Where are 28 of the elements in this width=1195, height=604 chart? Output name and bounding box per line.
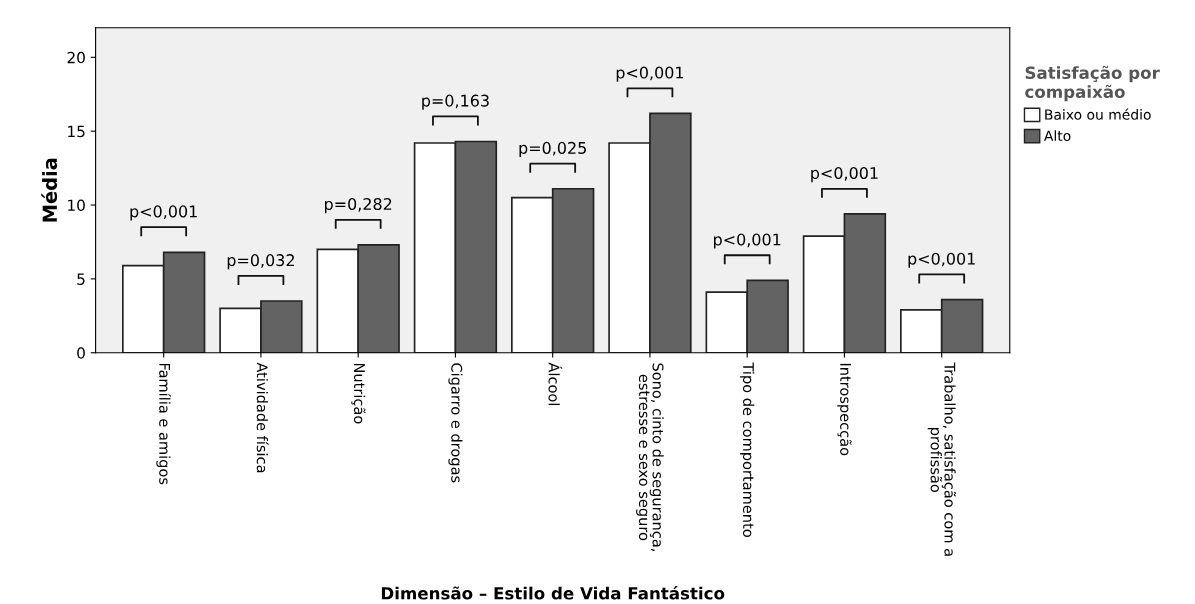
x-tick-label: Atividade física (256, 362, 269, 473)
x-tick-label: Tipo de comportamento (740, 362, 755, 537)
x-tick-label: Álcool (548, 362, 563, 406)
annotation: p=0,282 (325, 197, 392, 214)
legend-title: Satisfação por compaixão (1025, 65, 1160, 102)
x-tick-label: Trabalho, satisfação com a profissão (927, 362, 956, 556)
annotation: p=0,163 (422, 94, 489, 110)
y-tick-label: 5 (77, 273, 85, 285)
annotation: p<0,001 (616, 66, 684, 82)
y-tick-label: 10 (68, 199, 85, 212)
x-tick-label: Família e amigos (156, 363, 172, 485)
x-tick-label: Cigarro e drogas (448, 363, 463, 483)
annotation: p<0,001 (130, 205, 197, 221)
annotation: p<0,001 (714, 233, 781, 249)
annotation: p<0,001 (908, 252, 975, 268)
x-tick-label: Nutrição (351, 363, 366, 424)
annotation: p<0,001 (811, 166, 878, 183)
y-tick-label: 0 (77, 347, 85, 359)
annotation: p=0,032 (227, 254, 294, 270)
y-tick-label: 15 (68, 125, 85, 138)
annotation: p=0,025 (519, 141, 586, 158)
x-axis-title: Dimensão – Estilo de Vida Fantástico (381, 586, 725, 600)
y-tick-label: 20 (67, 51, 85, 64)
x-tick-label: Sono, cinto de segurança, estresse e sexo seguro (636, 363, 664, 551)
x-tick-label: Introspecção (837, 363, 852, 456)
legend-label: Baixo ou médio (1045, 108, 1151, 120)
y-axis-title: Média (41, 158, 58, 222)
legend-label: Alto (1044, 130, 1071, 142)
